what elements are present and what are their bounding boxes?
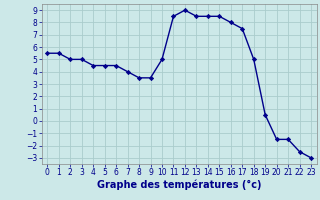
X-axis label: Graphe des températures (°c): Graphe des températures (°c) [97, 180, 261, 190]
